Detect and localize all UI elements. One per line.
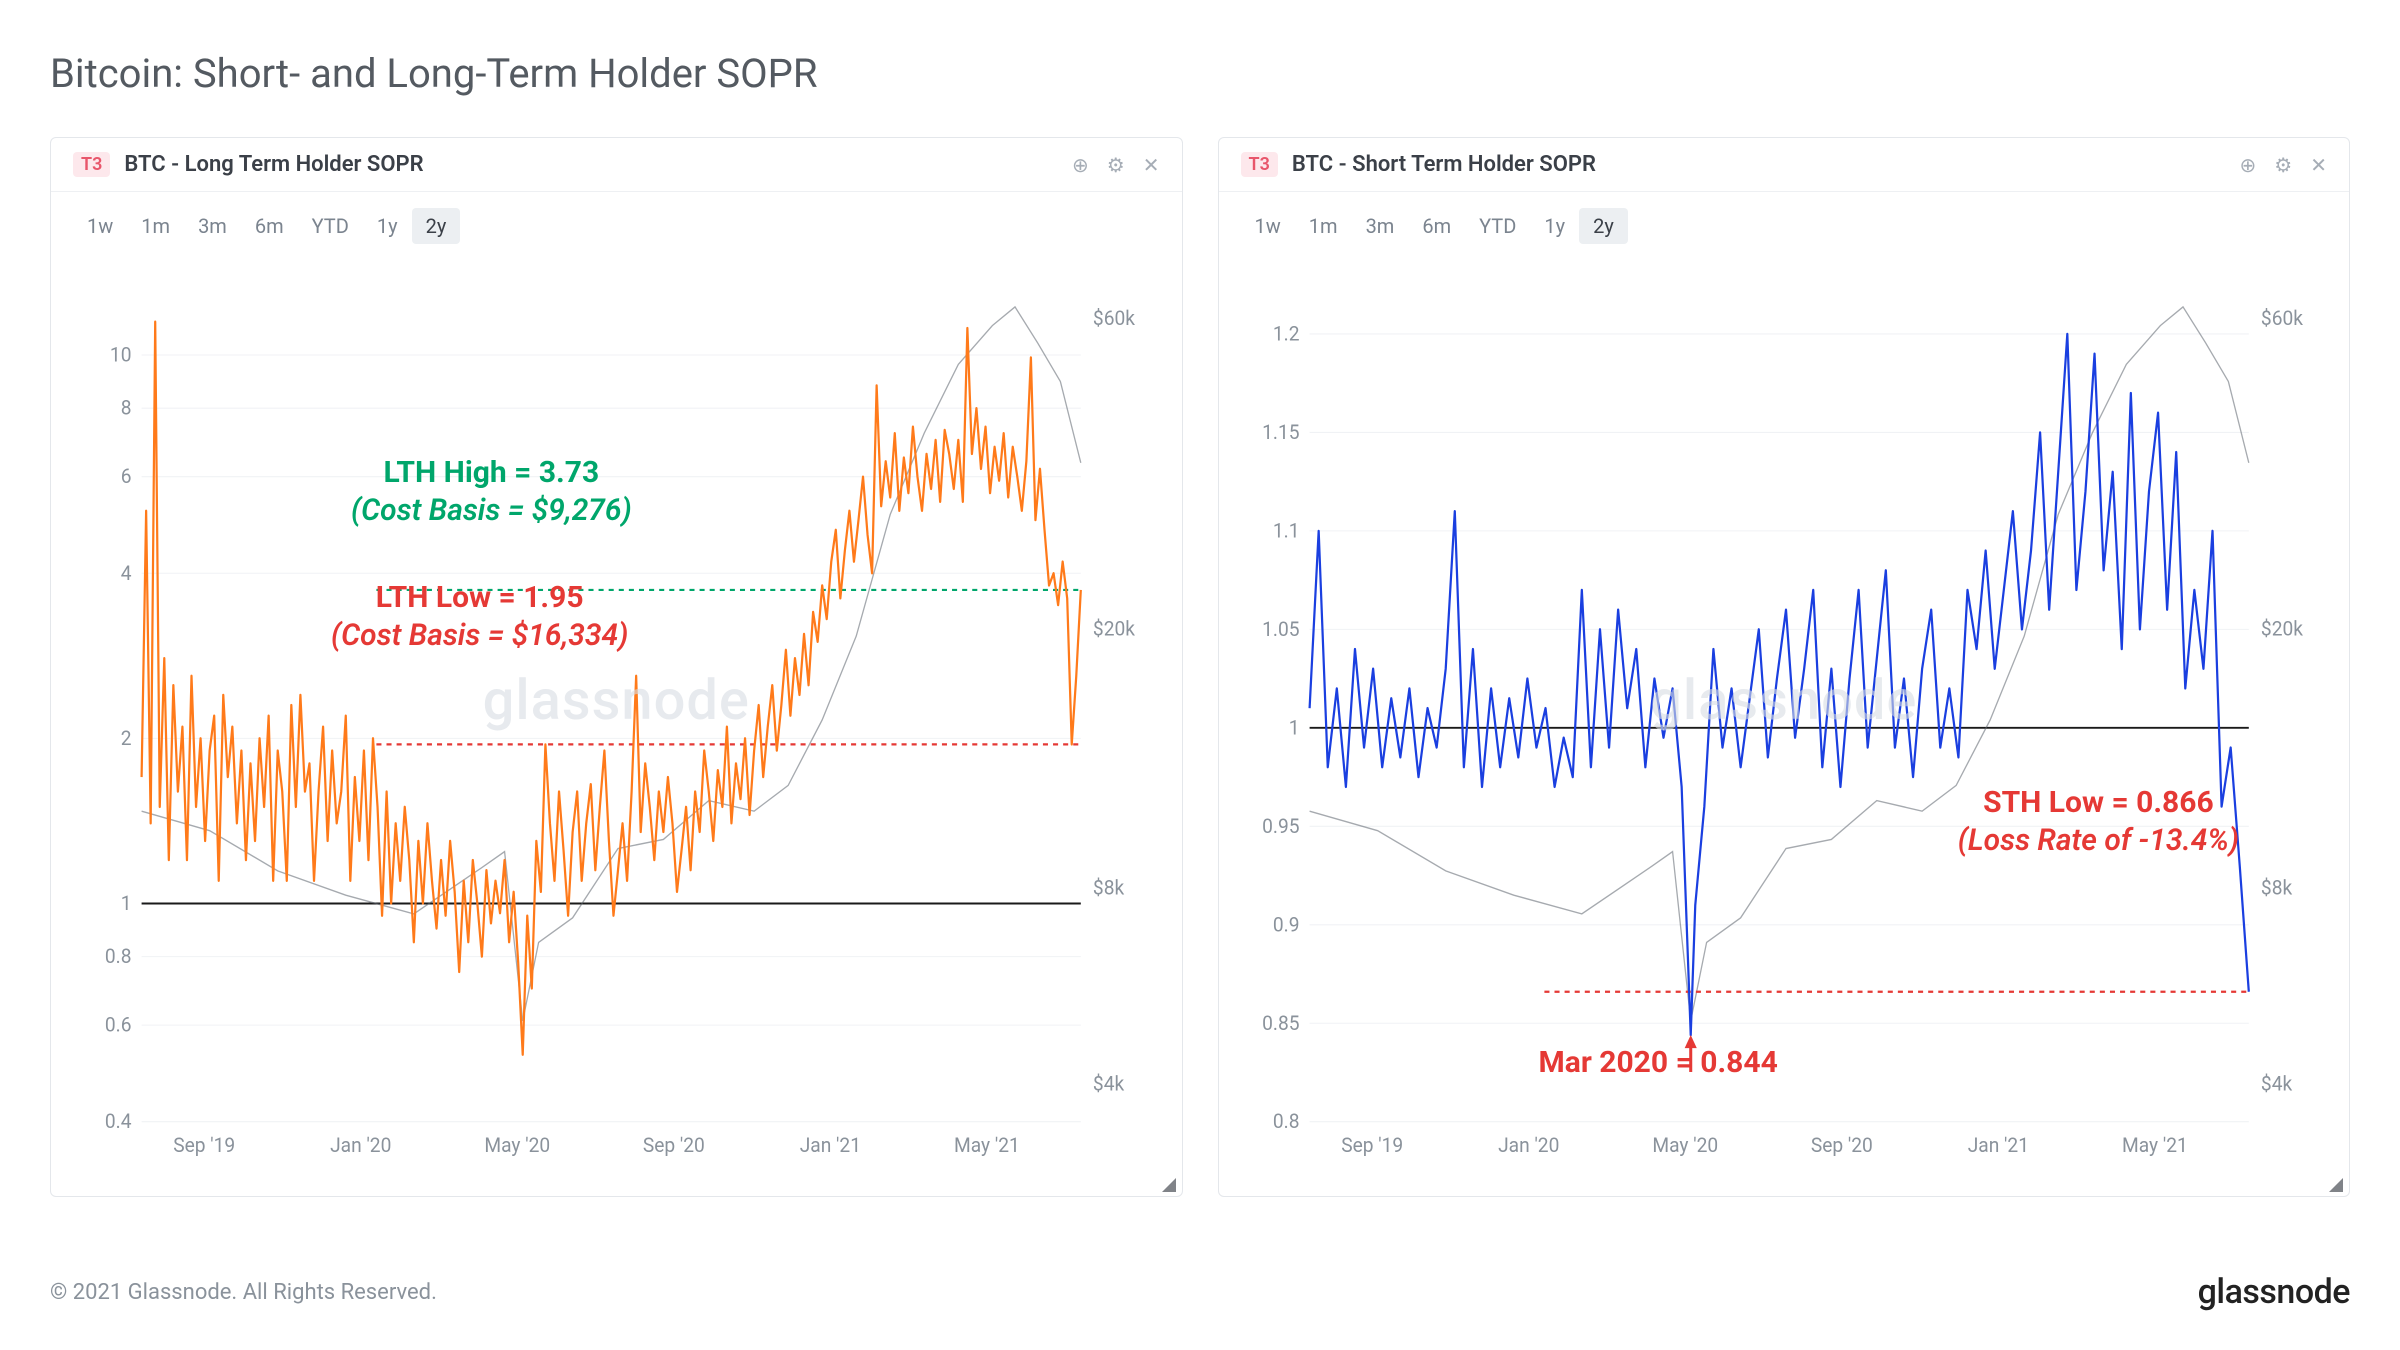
svg-text:Jan '21: Jan '21 (1967, 1133, 2028, 1157)
svg-text:4: 4 (121, 561, 132, 585)
footer: © 2021 Glassnode. All Rights Reserved. g… (50, 1272, 2350, 1312)
close-icon[interactable]: ✕ (1143, 153, 1160, 177)
svg-text:10: 10 (110, 343, 132, 367)
annotation-lth-low: LTH Low = 1.95 (Cost Basis = $16,334) (331, 579, 628, 654)
resize-handle-left[interactable] (1162, 1178, 1176, 1192)
svg-text:1.05: 1.05 (1262, 617, 1299, 641)
range-6m[interactable]: 6m (1408, 208, 1465, 244)
annotation-lth-high: LTH High = 3.73 (Cost Basis = $9,276) (351, 454, 632, 529)
svg-text:$8k: $8k (2260, 876, 2292, 900)
svg-text:0.4: 0.4 (105, 1110, 132, 1134)
tier-badge-left: T3 (73, 152, 110, 177)
annotation-mar2020: Mar 2020 = 0.844 (1539, 1044, 1778, 1082)
gear-icon[interactable]: ⚙ (1107, 153, 1125, 177)
svg-text:May '21: May '21 (2122, 1133, 2188, 1157)
svg-text:$4k: $4k (2260, 1072, 2292, 1096)
svg-text:6: 6 (121, 465, 132, 489)
zoom-icon[interactable]: ⊕ (1072, 153, 1089, 177)
svg-text:1.15: 1.15 (1262, 420, 1299, 444)
range-1w[interactable]: 1w (1241, 208, 1295, 244)
svg-text:0.9: 0.9 (1272, 913, 1299, 937)
range-2y[interactable]: 2y (1579, 208, 1628, 244)
svg-text:$20k: $20k (2260, 617, 2303, 641)
annotation-sth-low: STH Low = 0.866 (Loss Rate of -13.4%) (1958, 784, 2239, 859)
svg-text:Jan '20: Jan '20 (1498, 1133, 1559, 1157)
panel-sth: T3 BTC - Short Term Holder SOPR ⊕ ⚙ ✕ 1w… (1218, 137, 2351, 1197)
panels-row: T3 BTC - Long Term Holder SOPR ⊕ ⚙ ✕ 1w1… (50, 137, 2350, 1197)
range-1y[interactable]: 1y (1530, 208, 1579, 244)
svg-text:May '21: May '21 (954, 1133, 1020, 1157)
svg-text:$4k: $4k (1093, 1072, 1125, 1096)
svg-text:Sep '19: Sep '19 (1341, 1133, 1403, 1157)
panel-header-right: T3 BTC - Short Term Holder SOPR ⊕ ⚙ ✕ (1219, 138, 2350, 192)
range-YTD[interactable]: YTD (298, 208, 363, 244)
close-icon[interactable]: ✕ (2310, 153, 2327, 177)
resize-handle-right[interactable] (2329, 1178, 2343, 1192)
svg-text:Sep '20: Sep '20 (643, 1133, 705, 1157)
range-3m[interactable]: 3m (1352, 208, 1409, 244)
panel-header-left: T3 BTC - Long Term Holder SOPR ⊕ ⚙ ✕ (51, 138, 1182, 192)
range-row-left: 1w1m3m6mYTD1y2y (51, 192, 1182, 254)
svg-text:$20k: $20k (1093, 617, 1136, 641)
svg-text:1: 1 (121, 891, 132, 915)
svg-text:May '20: May '20 (1652, 1133, 1718, 1157)
svg-text:8: 8 (121, 396, 132, 420)
svg-text:Jan '20: Jan '20 (330, 1133, 391, 1157)
range-row-right: 1w1m3m6mYTD1y2y (1219, 192, 2350, 254)
svg-text:0.8: 0.8 (105, 944, 132, 968)
svg-text:0.8: 0.8 (1272, 1110, 1299, 1134)
svg-text:Jan '21: Jan '21 (800, 1133, 861, 1157)
svg-text:1.2: 1.2 (1272, 322, 1299, 346)
range-6m[interactable]: 6m (241, 208, 298, 244)
page-title: Bitcoin: Short- and Long-Term Holder SOP… (50, 50, 2350, 97)
svg-text:Sep '19: Sep '19 (173, 1133, 235, 1157)
chart-area-right: glassnode 0.80.850.90.9511.051.11.151.2$… (1249, 264, 2320, 1176)
svg-text:0.6: 0.6 (105, 1013, 132, 1037)
gear-icon[interactable]: ⚙ (2274, 153, 2292, 177)
range-1y[interactable]: 1y (363, 208, 412, 244)
range-1w[interactable]: 1w (73, 208, 127, 244)
tier-badge-right: T3 (1241, 152, 1278, 177)
svg-text:2: 2 (121, 726, 132, 750)
panel-title-right: BTC - Short Term Holder SOPR (1292, 152, 1596, 177)
range-YTD[interactable]: YTD (1465, 208, 1530, 244)
panel-lth: T3 BTC - Long Term Holder SOPR ⊕ ⚙ ✕ 1w1… (50, 137, 1183, 1197)
svg-text:0.85: 0.85 (1262, 1011, 1299, 1035)
copyright: © 2021 Glassnode. All Rights Reserved. (50, 1280, 437, 1305)
brand-logo: glassnode (2198, 1272, 2350, 1312)
svg-text:Sep '20: Sep '20 (1810, 1133, 1872, 1157)
svg-text:May '20: May '20 (484, 1133, 550, 1157)
svg-text:$60k: $60k (2260, 306, 2303, 330)
chart-area-left: glassnode 0.40.60.81246810$4k$8k$20k$60k… (81, 264, 1152, 1176)
svg-text:$60k: $60k (1093, 306, 1136, 330)
range-3m[interactable]: 3m (184, 208, 241, 244)
range-2y[interactable]: 2y (412, 208, 461, 244)
svg-text:$8k: $8k (1093, 876, 1125, 900)
zoom-icon[interactable]: ⊕ (2240, 153, 2257, 177)
svg-text:0.95: 0.95 (1262, 814, 1299, 838)
panel-title-left: BTC - Long Term Holder SOPR (124, 152, 423, 177)
svg-text:1.1: 1.1 (1272, 519, 1299, 543)
range-1m[interactable]: 1m (127, 208, 184, 244)
range-1m[interactable]: 1m (1295, 208, 1352, 244)
svg-text:1: 1 (1288, 716, 1299, 740)
